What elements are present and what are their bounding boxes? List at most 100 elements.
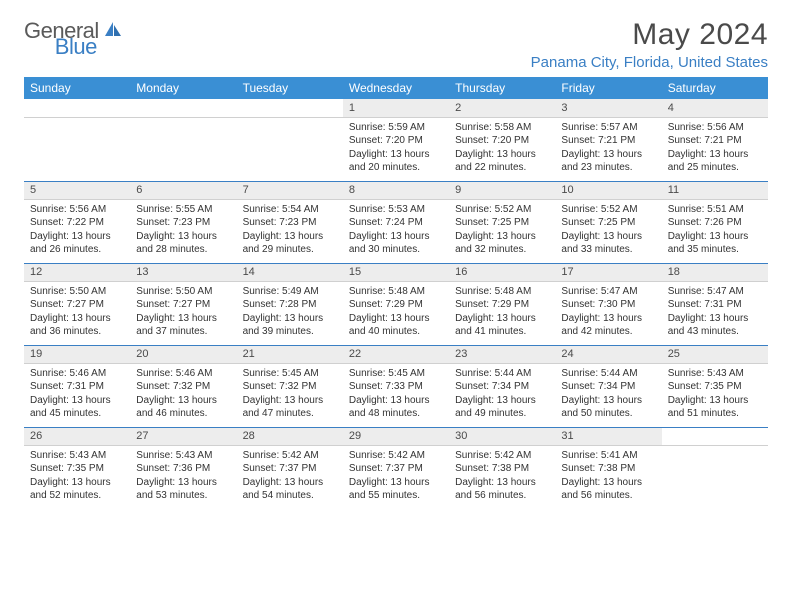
weekday-header: Saturday (662, 77, 768, 99)
sunset-line: Sunset: 7:27 PM (30, 298, 124, 312)
day-number-row: 12131415161718 (24, 263, 768, 281)
sunrise-line: Sunrise: 5:50 AM (136, 285, 230, 299)
weekday-header: Thursday (449, 77, 555, 99)
day-number-cell: 6 (130, 181, 236, 199)
day-number-row: 567891011 (24, 181, 768, 199)
page-header: General Blue May 2024 Panama City, Flori… (24, 18, 768, 71)
day-content-cell: Sunrise: 5:43 AMSunset: 7:35 PMDaylight:… (24, 445, 130, 509)
day-content-cell (662, 445, 768, 509)
day-number-row: 262728293031 (24, 427, 768, 445)
sunrise-line: Sunrise: 5:59 AM (349, 121, 443, 135)
day-number-cell: 5 (24, 181, 130, 199)
day-content-cell: Sunrise: 5:54 AMSunset: 7:23 PMDaylight:… (237, 199, 343, 263)
day-content-cell: Sunrise: 5:56 AMSunset: 7:22 PMDaylight:… (24, 199, 130, 263)
day-content-cell: Sunrise: 5:47 AMSunset: 7:31 PMDaylight:… (662, 281, 768, 345)
day-number-cell: 7 (237, 181, 343, 199)
daylight-line: Daylight: 13 hours and 23 minutes. (561, 148, 655, 175)
day-number-cell: 3 (555, 99, 661, 117)
sunset-line: Sunset: 7:20 PM (455, 134, 549, 148)
daylight-line: Daylight: 13 hours and 33 minutes. (561, 230, 655, 257)
day-number-cell: 1 (343, 99, 449, 117)
sunrise-line: Sunrise: 5:44 AM (561, 367, 655, 381)
day-number-cell: 13 (130, 263, 236, 281)
day-content-cell: Sunrise: 5:59 AMSunset: 7:20 PMDaylight:… (343, 117, 449, 181)
day-number-cell: 16 (449, 263, 555, 281)
daylight-line: Daylight: 13 hours and 42 minutes. (561, 312, 655, 339)
sunset-line: Sunset: 7:32 PM (243, 380, 337, 394)
day-content-cell (24, 117, 130, 181)
day-number-cell (662, 427, 768, 445)
sunrise-line: Sunrise: 5:47 AM (668, 285, 762, 299)
day-number-cell: 15 (343, 263, 449, 281)
daylight-line: Daylight: 13 hours and 20 minutes. (349, 148, 443, 175)
daylight-line: Daylight: 13 hours and 41 minutes. (455, 312, 549, 339)
daylight-line: Daylight: 13 hours and 52 minutes. (30, 476, 124, 503)
day-number-cell: 14 (237, 263, 343, 281)
sunrise-line: Sunrise: 5:45 AM (349, 367, 443, 381)
day-number-row: 19202122232425 (24, 345, 768, 363)
sunrise-line: Sunrise: 5:54 AM (243, 203, 337, 217)
weekday-header: Wednesday (343, 77, 449, 99)
sunset-line: Sunset: 7:34 PM (455, 380, 549, 394)
sunrise-line: Sunrise: 5:48 AM (455, 285, 549, 299)
weekday-header-row: SundayMondayTuesdayWednesdayThursdayFrid… (24, 77, 768, 99)
day-content-cell: Sunrise: 5:49 AMSunset: 7:28 PMDaylight:… (237, 281, 343, 345)
day-number-cell: 21 (237, 345, 343, 363)
day-number-cell: 12 (24, 263, 130, 281)
day-number-cell (130, 99, 236, 117)
sunrise-line: Sunrise: 5:56 AM (30, 203, 124, 217)
sunrise-line: Sunrise: 5:49 AM (243, 285, 337, 299)
day-number-cell: 19 (24, 345, 130, 363)
day-number-cell: 2 (449, 99, 555, 117)
day-content-cell: Sunrise: 5:42 AMSunset: 7:37 PMDaylight:… (237, 445, 343, 509)
sunrise-line: Sunrise: 5:48 AM (349, 285, 443, 299)
brand-part2: Blue (55, 34, 97, 60)
daylight-line: Daylight: 13 hours and 25 minutes. (668, 148, 762, 175)
day-content-cell: Sunrise: 5:52 AMSunset: 7:25 PMDaylight:… (449, 199, 555, 263)
sunrise-line: Sunrise: 5:43 AM (30, 449, 124, 463)
day-content-cell: Sunrise: 5:42 AMSunset: 7:37 PMDaylight:… (343, 445, 449, 509)
sunrise-line: Sunrise: 5:52 AM (561, 203, 655, 217)
month-title: May 2024 (531, 18, 768, 52)
title-block: May 2024 Panama City, Florida, United St… (531, 18, 768, 71)
sunrise-line: Sunrise: 5:42 AM (455, 449, 549, 463)
sunset-line: Sunset: 7:25 PM (455, 216, 549, 230)
sunset-line: Sunset: 7:36 PM (136, 462, 230, 476)
day-number-cell: 10 (555, 181, 661, 199)
sunrise-line: Sunrise: 5:47 AM (561, 285, 655, 299)
day-number-cell: 31 (555, 427, 661, 445)
day-content-cell: Sunrise: 5:47 AMSunset: 7:30 PMDaylight:… (555, 281, 661, 345)
sunset-line: Sunset: 7:23 PM (136, 216, 230, 230)
daylight-line: Daylight: 13 hours and 36 minutes. (30, 312, 124, 339)
day-content-cell (237, 117, 343, 181)
daylight-line: Daylight: 13 hours and 30 minutes. (349, 230, 443, 257)
sunset-line: Sunset: 7:35 PM (30, 462, 124, 476)
sunset-line: Sunset: 7:21 PM (561, 134, 655, 148)
daylight-line: Daylight: 13 hours and 22 minutes. (455, 148, 549, 175)
sunset-line: Sunset: 7:32 PM (136, 380, 230, 394)
sunrise-line: Sunrise: 5:56 AM (668, 121, 762, 135)
day-content-cell: Sunrise: 5:48 AMSunset: 7:29 PMDaylight:… (343, 281, 449, 345)
sunset-line: Sunset: 7:31 PM (30, 380, 124, 394)
sunset-line: Sunset: 7:38 PM (455, 462, 549, 476)
daylight-line: Daylight: 13 hours and 32 minutes. (455, 230, 549, 257)
day-content-cell: Sunrise: 5:42 AMSunset: 7:38 PMDaylight:… (449, 445, 555, 509)
day-number-cell: 20 (130, 345, 236, 363)
sunrise-line: Sunrise: 5:53 AM (349, 203, 443, 217)
daylight-line: Daylight: 13 hours and 47 minutes. (243, 394, 337, 421)
day-number-row: 1234 (24, 99, 768, 117)
day-content-cell: Sunrise: 5:44 AMSunset: 7:34 PMDaylight:… (555, 363, 661, 427)
sunrise-line: Sunrise: 5:51 AM (668, 203, 762, 217)
day-content-cell: Sunrise: 5:55 AMSunset: 7:23 PMDaylight:… (130, 199, 236, 263)
day-content-cell: Sunrise: 5:43 AMSunset: 7:36 PMDaylight:… (130, 445, 236, 509)
sunset-line: Sunset: 7:25 PM (561, 216, 655, 230)
day-number-cell: 22 (343, 345, 449, 363)
day-content-cell: Sunrise: 5:45 AMSunset: 7:33 PMDaylight:… (343, 363, 449, 427)
brand-sail-icon (103, 20, 123, 43)
day-content-cell: Sunrise: 5:56 AMSunset: 7:21 PMDaylight:… (662, 117, 768, 181)
sunrise-line: Sunrise: 5:42 AM (243, 449, 337, 463)
day-number-cell: 11 (662, 181, 768, 199)
day-content-cell: Sunrise: 5:43 AMSunset: 7:35 PMDaylight:… (662, 363, 768, 427)
weekday-header: Monday (130, 77, 236, 99)
sunrise-line: Sunrise: 5:55 AM (136, 203, 230, 217)
